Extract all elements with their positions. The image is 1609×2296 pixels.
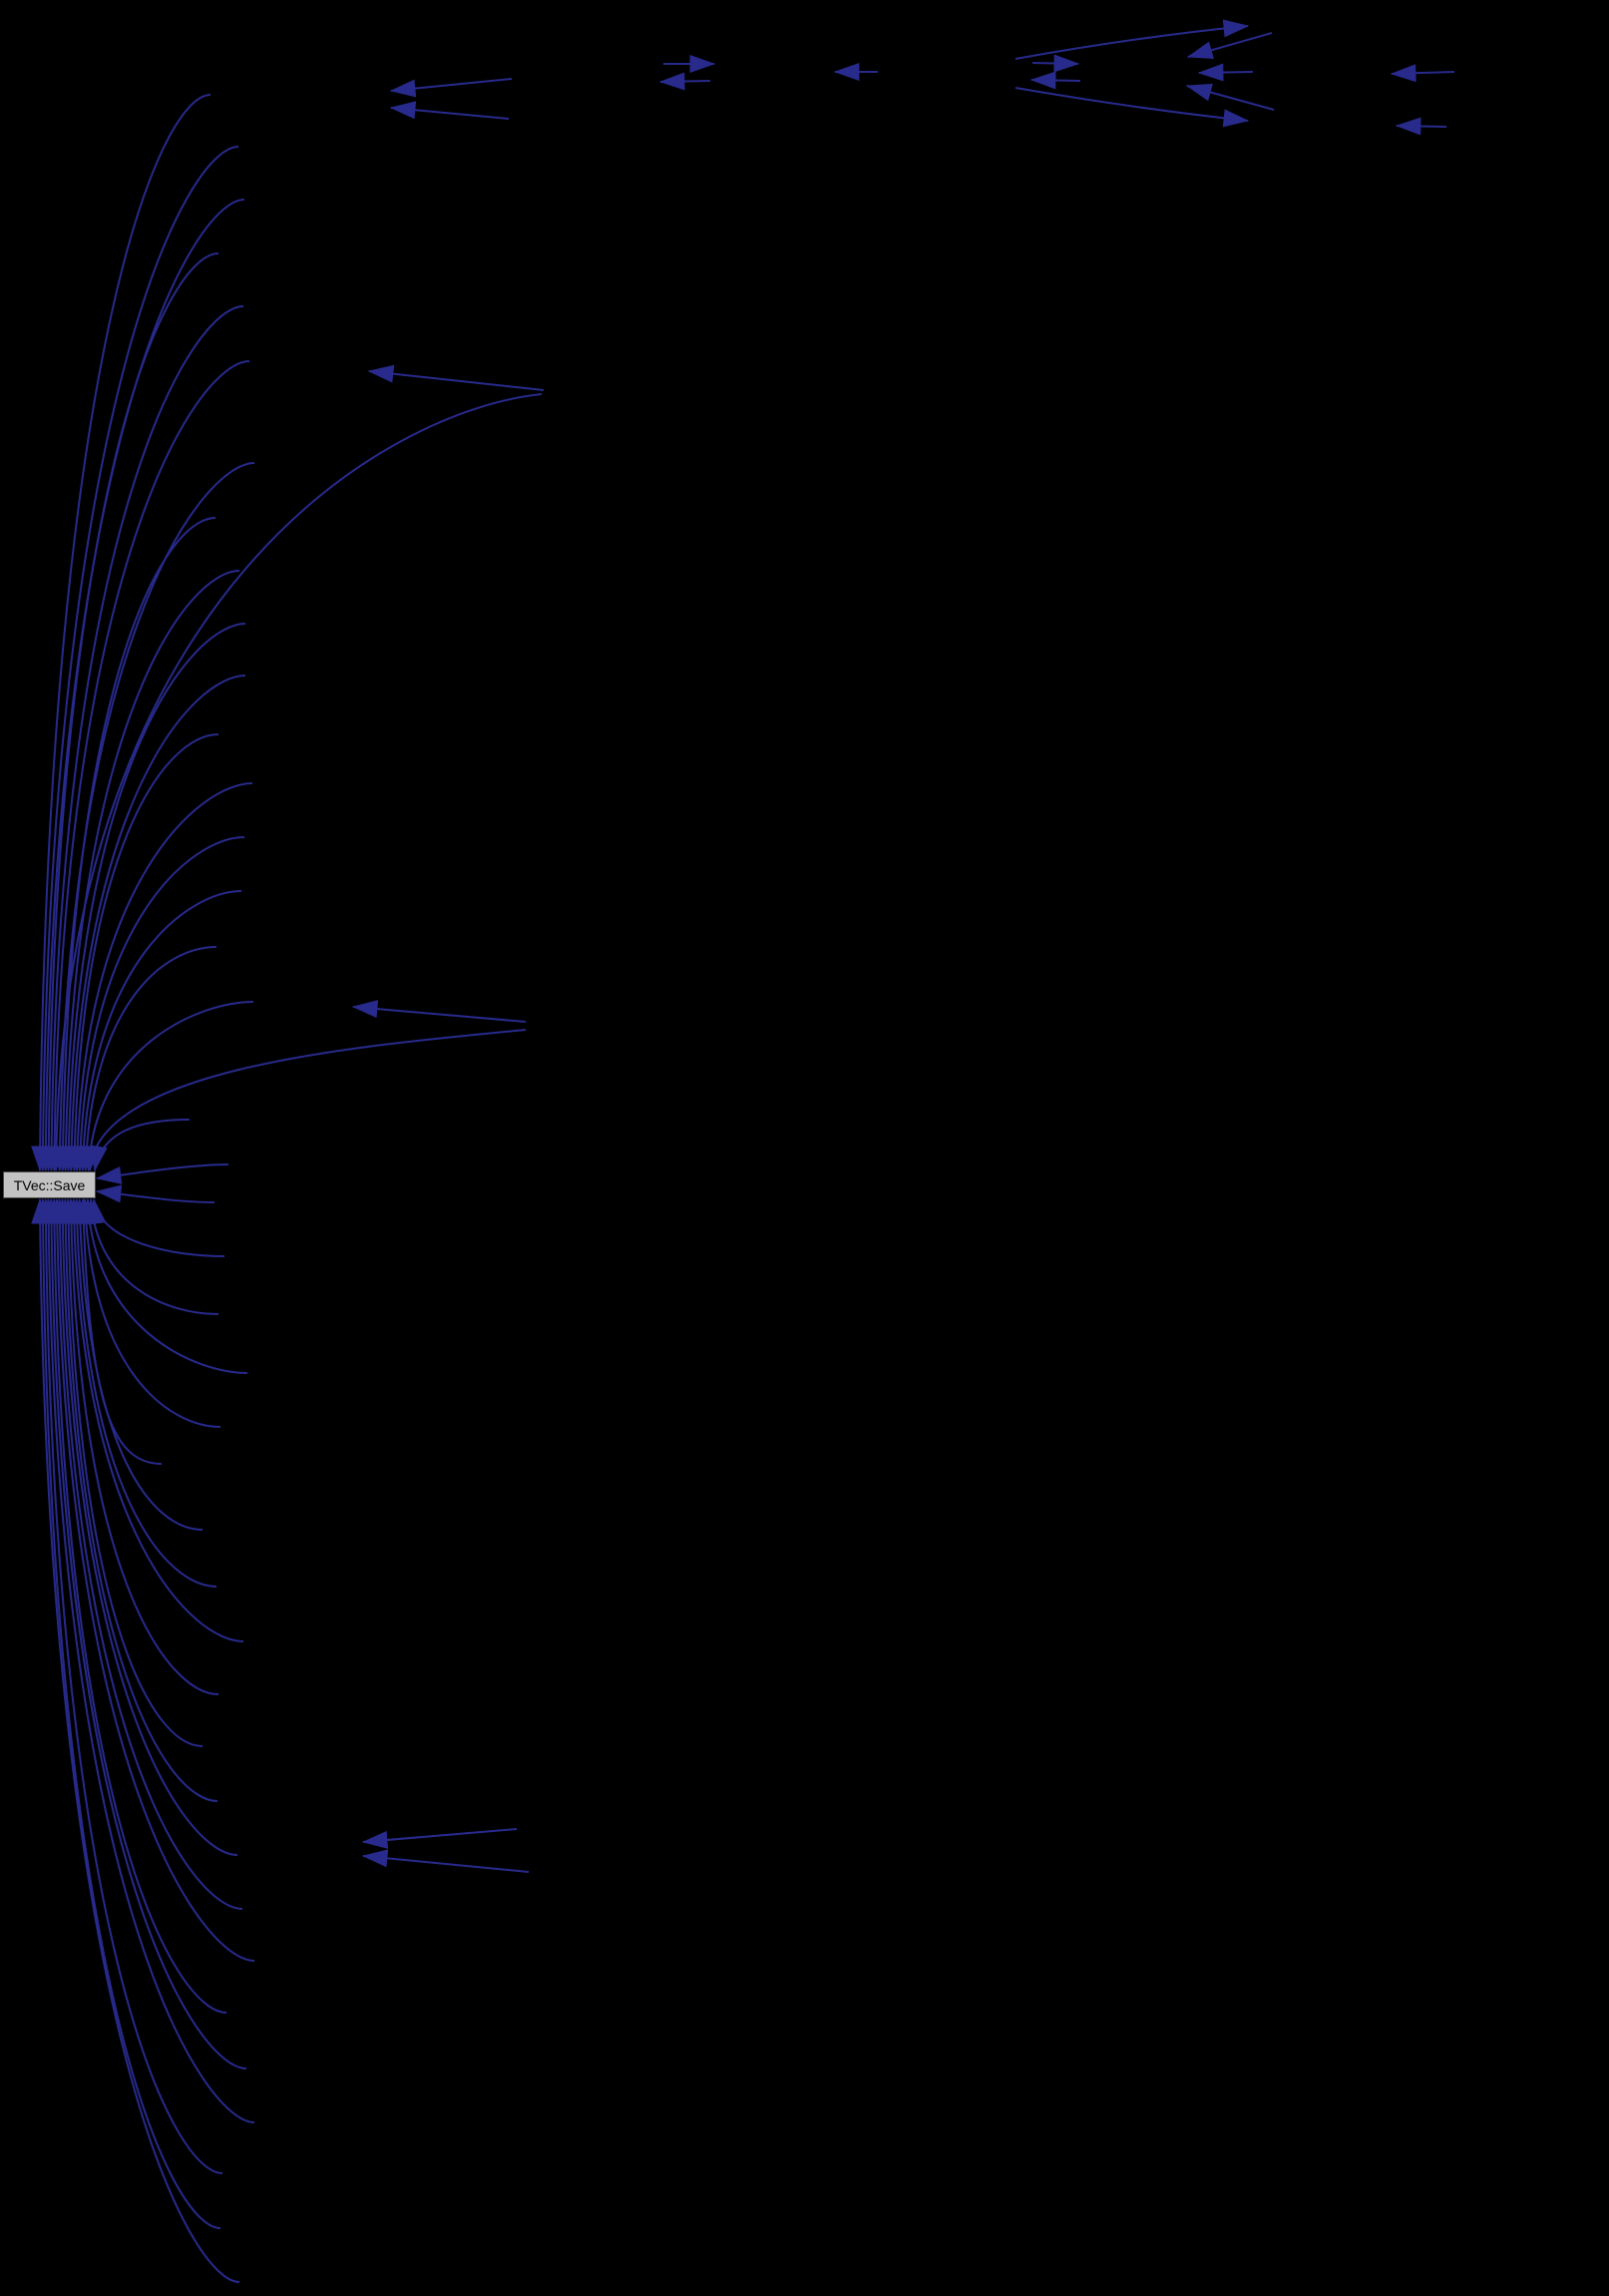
caller-edge xyxy=(31,1197,240,2283)
caller-edge xyxy=(31,94,211,1172)
caller-edge xyxy=(62,675,246,1172)
second-level-caller-edge xyxy=(1197,63,1254,82)
caller-edge xyxy=(83,1197,219,1315)
second-level-caller-edge xyxy=(361,1849,530,1873)
caller-edge xyxy=(80,1197,248,1374)
caller-edge xyxy=(36,1197,223,2174)
second-level-caller-edge xyxy=(1185,83,1275,111)
caller-edge xyxy=(71,836,245,1172)
caller-edge xyxy=(34,1197,221,2229)
caller-edge xyxy=(50,1197,243,1910)
second-level-caller-edge xyxy=(389,78,513,98)
second-level-caller-edge xyxy=(389,101,510,120)
second-level-caller-edge xyxy=(367,364,545,391)
caller-edge xyxy=(59,623,246,1172)
second-level-caller-edge xyxy=(1031,54,1080,73)
caller-edge xyxy=(80,1001,254,1172)
second-level-caller-edge xyxy=(658,72,711,91)
caller-edge xyxy=(95,1184,215,1203)
caller-edge xyxy=(95,1163,229,1184)
caller-edge xyxy=(51,462,255,1172)
second-level-caller-edge xyxy=(351,1000,527,1023)
caller-edge xyxy=(68,1197,217,1588)
second-level-caller-edge xyxy=(1014,87,1250,128)
caller-edge xyxy=(62,1197,219,1695)
second-level-caller-edge xyxy=(1390,64,1455,83)
caller-edge xyxy=(71,1197,203,1531)
caller-edge xyxy=(45,360,250,1172)
caller-edge xyxy=(68,782,253,1172)
caller-edge xyxy=(53,1197,238,1856)
caller-edge xyxy=(45,1197,227,2014)
caller-edge xyxy=(39,1197,255,2123)
caller-edge xyxy=(77,946,217,1172)
caller-edge xyxy=(48,1197,255,1962)
second-level-caller-edge xyxy=(1186,32,1273,59)
caller-edge xyxy=(42,305,244,1172)
second-level-caller-edge xyxy=(1014,19,1250,60)
caller-edge xyxy=(65,733,219,1172)
caller-edge xyxy=(74,890,242,1172)
caller-edge-long xyxy=(82,1029,527,1172)
caller-edge xyxy=(33,146,239,1172)
caller-edge xyxy=(56,570,240,1172)
caller-edge xyxy=(59,1197,203,1747)
second-level-caller-edge xyxy=(1395,117,1447,136)
second-level-caller-edge xyxy=(361,1828,518,1849)
caller-edge xyxy=(39,252,219,1172)
caller-edge xyxy=(42,1197,247,2069)
caller-edge xyxy=(56,1197,218,1802)
caller-edge-long xyxy=(47,393,543,1172)
caller-edge xyxy=(65,1197,244,1642)
graph-node-tvec-save[interactable]: TVec::Save xyxy=(3,1171,96,1198)
second-level-caller-edge xyxy=(1029,71,1081,90)
caller-edge xyxy=(76,1197,221,1428)
